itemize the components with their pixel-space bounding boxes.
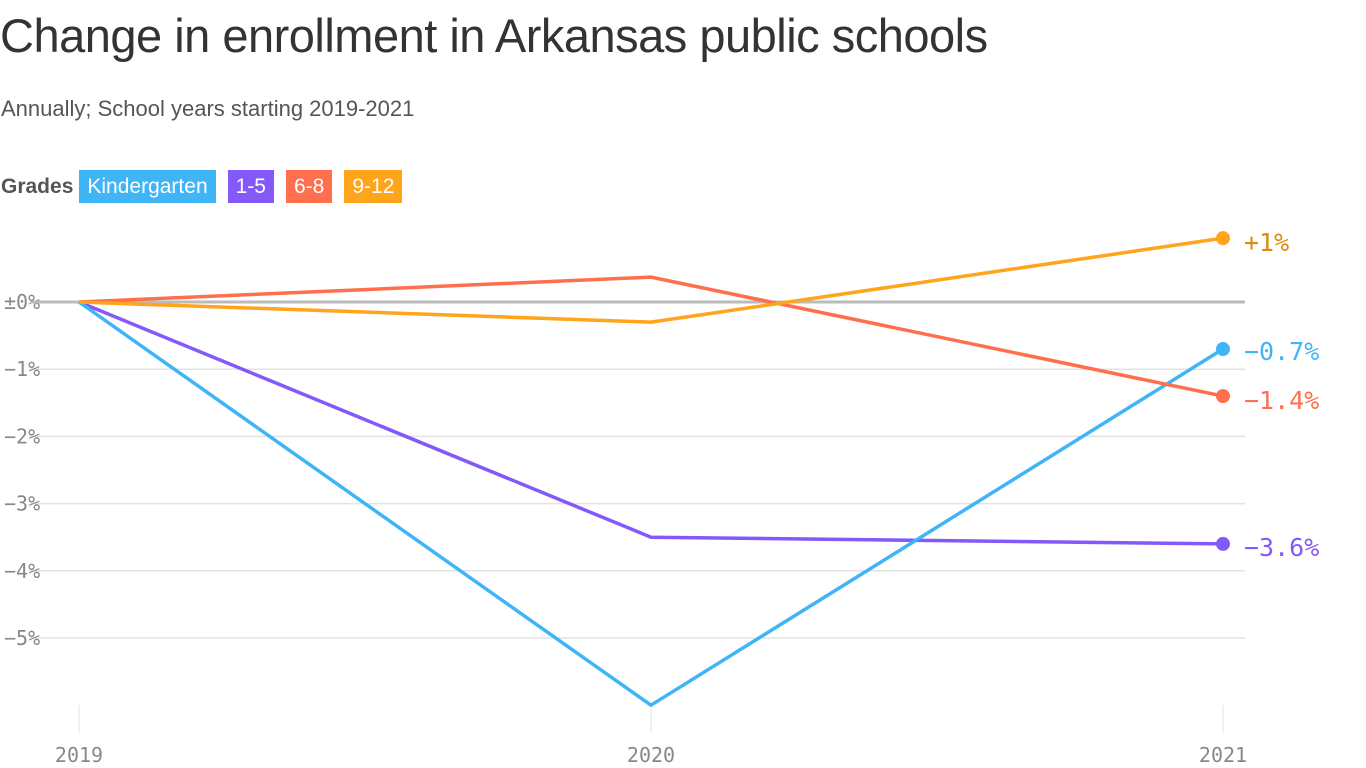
legend-item-grades-6-8: 6-8: [285, 170, 333, 203]
series-line-kindergarten: [77, 300, 1224, 707]
y-tick-label: −4%: [4, 559, 40, 583]
end-point-marker: [1216, 389, 1230, 404]
series-line-9-12: [78, 236, 1224, 324]
y-tick-label: −2%: [4, 424, 40, 448]
series-line-6-8: [78, 275, 1224, 398]
end-value-label: −3.6%: [1244, 533, 1319, 562]
end-value-label: −1.4%: [1244, 386, 1319, 415]
legend-item-kindergarten: Kindergarten: [79, 170, 216, 203]
legend: Grades Kindergarten 1-5 6-8 9-12: [1, 170, 414, 203]
y-tick-label: −1%: [4, 357, 40, 381]
end-point-marker: [1216, 536, 1230, 551]
end-value-label: −0.7%: [1244, 337, 1319, 366]
series-line-1-5: [78, 300, 1224, 546]
chart-title: Change in enrollment in Arkansas public …: [0, 9, 988, 62]
end-point-marker: [1216, 342, 1230, 357]
end-value-label: +1%: [1244, 228, 1289, 257]
end-point-marker: [1216, 231, 1230, 246]
legend-label: Grades: [1, 174, 74, 198]
x-tick-label: 2019: [55, 743, 103, 767]
y-tick-label: −5%: [4, 626, 40, 650]
legend-item-grades-9-12: 9-12: [344, 170, 403, 203]
x-tick-label: 2020: [627, 743, 675, 767]
chart-subtitle: Annually; School years starting 2019-202…: [1, 96, 415, 121]
y-tick-label: −3%: [4, 492, 40, 516]
x-tick-label: 2021: [1199, 743, 1247, 767]
legend-item-grades-1-5: 1-5: [227, 170, 274, 203]
